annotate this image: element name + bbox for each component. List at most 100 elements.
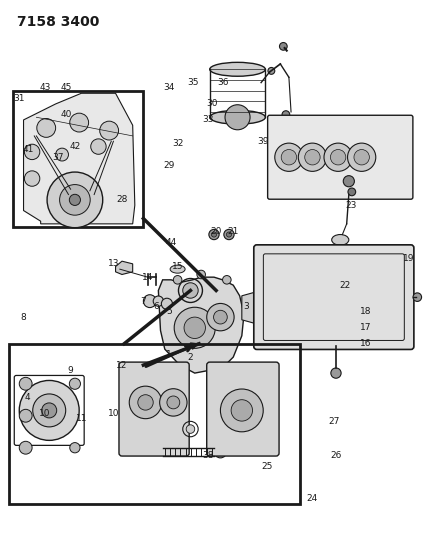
Circle shape — [24, 171, 40, 186]
Circle shape — [167, 396, 180, 409]
Circle shape — [143, 295, 156, 308]
FancyBboxPatch shape — [254, 245, 414, 350]
Text: 15: 15 — [172, 262, 183, 271]
Circle shape — [197, 270, 205, 279]
Text: 24: 24 — [307, 494, 318, 503]
Circle shape — [42, 403, 56, 418]
Circle shape — [161, 298, 172, 309]
Bar — [9, 344, 300, 504]
Ellipse shape — [210, 110, 265, 124]
Text: 11: 11 — [76, 414, 87, 423]
Circle shape — [225, 105, 250, 130]
Circle shape — [305, 150, 320, 165]
Circle shape — [70, 442, 80, 453]
Circle shape — [220, 389, 263, 432]
Circle shape — [298, 143, 327, 171]
Text: 33: 33 — [202, 116, 213, 124]
Text: 44: 44 — [166, 238, 177, 247]
Text: 3: 3 — [243, 302, 249, 311]
Circle shape — [186, 425, 195, 433]
FancyBboxPatch shape — [119, 362, 189, 456]
Circle shape — [231, 400, 253, 421]
Text: 4: 4 — [25, 393, 31, 401]
Circle shape — [217, 448, 224, 455]
Polygon shape — [242, 290, 270, 325]
Polygon shape — [24, 93, 135, 224]
Text: 7158 3400: 7158 3400 — [17, 15, 99, 29]
Text: 10: 10 — [39, 409, 51, 417]
Circle shape — [279, 43, 287, 50]
Text: 25: 25 — [262, 462, 273, 471]
Text: 26: 26 — [330, 451, 342, 460]
Circle shape — [348, 143, 376, 171]
Circle shape — [37, 118, 56, 138]
Circle shape — [69, 378, 80, 389]
Circle shape — [223, 276, 231, 284]
Text: 13: 13 — [108, 260, 119, 268]
Circle shape — [19, 441, 32, 454]
Text: 31: 31 — [14, 94, 25, 103]
Circle shape — [183, 283, 198, 298]
Circle shape — [184, 317, 205, 338]
Text: 32: 32 — [172, 140, 183, 148]
Text: 9: 9 — [68, 366, 74, 375]
Ellipse shape — [210, 62, 265, 76]
Circle shape — [343, 176, 354, 187]
Text: 43: 43 — [39, 84, 51, 92]
Text: 2: 2 — [187, 353, 193, 361]
Circle shape — [173, 276, 182, 284]
Circle shape — [268, 68, 275, 74]
FancyBboxPatch shape — [207, 362, 279, 456]
Circle shape — [281, 150, 297, 165]
Circle shape — [324, 143, 352, 171]
Text: 38: 38 — [202, 451, 213, 460]
Circle shape — [19, 381, 79, 440]
Circle shape — [275, 143, 303, 171]
Circle shape — [59, 184, 90, 215]
Circle shape — [354, 150, 369, 165]
Circle shape — [70, 113, 89, 132]
Text: 28: 28 — [116, 196, 128, 204]
Polygon shape — [158, 277, 244, 373]
Circle shape — [129, 386, 162, 419]
Circle shape — [282, 111, 290, 118]
Text: 6: 6 — [153, 302, 159, 311]
Text: 27: 27 — [328, 417, 339, 425]
Circle shape — [226, 232, 232, 237]
Text: 39: 39 — [258, 137, 269, 146]
Text: 45: 45 — [61, 84, 72, 92]
Circle shape — [348, 188, 356, 196]
Circle shape — [91, 139, 106, 154]
Ellipse shape — [170, 265, 185, 273]
Circle shape — [174, 307, 215, 349]
Circle shape — [211, 232, 217, 237]
Circle shape — [100, 121, 119, 140]
Circle shape — [214, 310, 227, 324]
Circle shape — [413, 293, 422, 302]
Text: 29: 29 — [163, 161, 175, 169]
Circle shape — [207, 303, 234, 331]
Text: 42: 42 — [69, 142, 80, 151]
Text: 14: 14 — [142, 273, 153, 281]
Circle shape — [214, 445, 227, 458]
FancyBboxPatch shape — [268, 115, 413, 199]
Circle shape — [331, 368, 341, 378]
Circle shape — [19, 377, 32, 390]
Text: 8: 8 — [21, 313, 27, 321]
Circle shape — [224, 229, 234, 240]
Circle shape — [209, 229, 219, 240]
Text: 1: 1 — [166, 350, 172, 359]
Circle shape — [138, 395, 153, 410]
Text: 30: 30 — [206, 100, 217, 108]
Text: 41: 41 — [22, 145, 33, 154]
Text: 36: 36 — [217, 78, 228, 87]
Text: 37: 37 — [52, 153, 63, 161]
Text: 12: 12 — [116, 361, 128, 369]
Text: 34: 34 — [163, 84, 175, 92]
Text: 40: 40 — [61, 110, 72, 119]
Text: 35: 35 — [187, 78, 198, 87]
Text: 16: 16 — [360, 340, 372, 348]
Circle shape — [69, 195, 80, 205]
Circle shape — [56, 148, 68, 161]
Circle shape — [24, 144, 40, 159]
